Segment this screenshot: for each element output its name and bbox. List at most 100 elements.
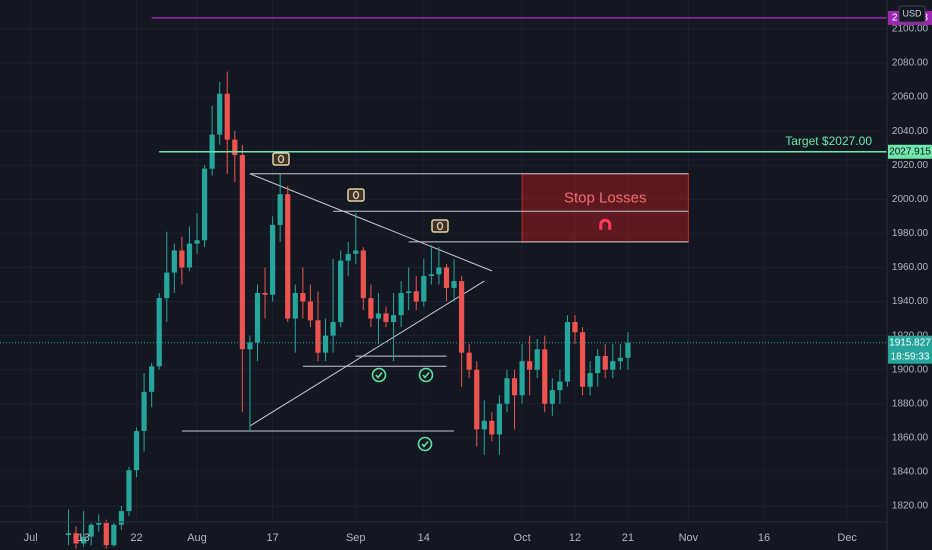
y-tick-label: 2020.00 bbox=[892, 160, 929, 171]
candle-body bbox=[126, 470, 132, 512]
candle-body bbox=[549, 390, 555, 404]
x-tick-label: Sep bbox=[346, 532, 366, 544]
x-tick-label: 17 bbox=[266, 532, 278, 544]
candle-body bbox=[579, 332, 586, 387]
candle-body bbox=[534, 349, 540, 370]
candle-body bbox=[451, 281, 457, 288]
candle-body bbox=[65, 533, 72, 535]
candle-body bbox=[239, 155, 245, 350]
candle-body bbox=[118, 511, 125, 525]
candle-body bbox=[156, 298, 162, 367]
candle-body bbox=[81, 536, 87, 544]
y-tick-label: 1860.00 bbox=[892, 432, 929, 443]
y-tick-label: 2080.00 bbox=[892, 58, 929, 69]
candle-body bbox=[315, 320, 321, 353]
x-tick-label: Oct bbox=[514, 532, 531, 544]
candle-body bbox=[73, 533, 79, 544]
y-tick-label: 2060.00 bbox=[892, 92, 929, 103]
candle-body bbox=[511, 378, 518, 396]
candle-body bbox=[247, 342, 253, 350]
money-icon bbox=[347, 188, 365, 202]
candle-body bbox=[322, 335, 329, 353]
candle-body bbox=[171, 250, 177, 273]
candle-body bbox=[602, 356, 608, 370]
annotation-icons bbox=[272, 152, 449, 452]
candle-body bbox=[413, 291, 419, 302]
currency-label: USD bbox=[902, 8, 922, 18]
x-tick-label: 14 bbox=[418, 532, 430, 544]
candle-body bbox=[149, 366, 155, 392]
currency-box bbox=[898, 5, 926, 23]
y-tick-label: 1820.00 bbox=[892, 501, 929, 512]
candle-body bbox=[595, 356, 601, 374]
x-tick-label: 22 bbox=[130, 532, 142, 544]
candle-body bbox=[474, 369, 480, 430]
candle-body bbox=[338, 260, 344, 322]
candle-body bbox=[133, 431, 140, 471]
candle-body bbox=[285, 194, 291, 319]
candle-body bbox=[390, 315, 397, 322]
candle-body bbox=[201, 168, 208, 241]
x-tick-label: Jul bbox=[24, 532, 38, 544]
candle-body bbox=[224, 93, 230, 140]
candle-body bbox=[428, 274, 434, 276]
stop-loss-zone bbox=[521, 173, 689, 243]
candle-body bbox=[625, 342, 631, 358]
x-tick-label: Dec bbox=[837, 532, 857, 544]
candle-body bbox=[436, 267, 442, 275]
zone-label: Stop Losses bbox=[564, 190, 647, 207]
candle-body bbox=[383, 313, 389, 322]
candle-body bbox=[587, 373, 593, 387]
candle-body bbox=[186, 243, 193, 268]
candle-body bbox=[489, 420, 495, 435]
candle-body bbox=[557, 381, 563, 391]
price-tag bbox=[888, 335, 932, 364]
y-tick-label: 1900.00 bbox=[892, 364, 929, 375]
candle-body bbox=[353, 250, 359, 254]
x-tick-label: Nov bbox=[679, 532, 699, 544]
candle-body bbox=[421, 275, 427, 302]
y-tick-label: 1940.00 bbox=[892, 296, 929, 307]
x-tick-label: 12 bbox=[569, 532, 581, 544]
y-tick-label: 2100.00 bbox=[892, 24, 929, 35]
candle-body bbox=[217, 93, 223, 135]
countdown: 18:59:33 bbox=[891, 351, 930, 362]
candle-body bbox=[270, 224, 276, 295]
check-icon bbox=[418, 367, 434, 383]
y-tick-label: 2040.00 bbox=[892, 126, 929, 137]
candle-body bbox=[368, 298, 374, 319]
candle-body bbox=[345, 253, 351, 261]
candle-body bbox=[375, 313, 382, 319]
last-price-label: 1915.827 bbox=[889, 337, 931, 348]
candle-body bbox=[292, 293, 298, 319]
candle-body bbox=[617, 357, 623, 362]
candle-body bbox=[194, 240, 200, 244]
candle-body bbox=[96, 523, 102, 525]
price-tag bbox=[888, 144, 932, 159]
candle-body bbox=[232, 139, 238, 156]
candle-body bbox=[406, 291, 412, 294]
candle-body bbox=[300, 293, 306, 302]
candle-body bbox=[610, 361, 616, 370]
candle-body bbox=[164, 272, 170, 299]
x-tick-label: 16 bbox=[758, 532, 770, 544]
candle-body bbox=[572, 321, 578, 333]
trend-line bbox=[249, 280, 485, 427]
candle-body bbox=[103, 523, 109, 546]
candle-body bbox=[504, 378, 510, 404]
candle-body bbox=[141, 391, 147, 432]
candle-body bbox=[527, 361, 533, 370]
candle-body bbox=[519, 361, 525, 396]
price-axis bbox=[887, 0, 932, 550]
y-tick-label: 1980.00 bbox=[892, 228, 929, 239]
y-tick-label: 1880.00 bbox=[892, 398, 929, 409]
magnet-shape bbox=[599, 218, 612, 230]
candle-body bbox=[564, 321, 571, 382]
candle-body bbox=[360, 250, 366, 299]
candle-body bbox=[262, 293, 268, 295]
candle-body bbox=[88, 524, 94, 537]
trend-line bbox=[249, 173, 493, 272]
level-label: Target $2027.00 bbox=[785, 134, 872, 148]
